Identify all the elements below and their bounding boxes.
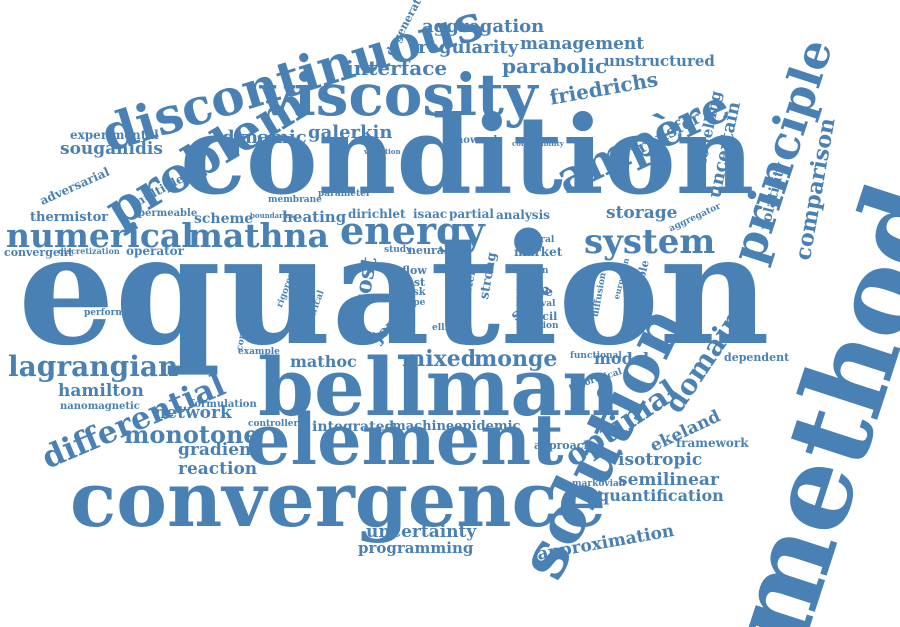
word-performing: performing (84, 308, 142, 318)
word-system: system (584, 222, 716, 262)
word-unstructured: unstructured (604, 52, 715, 70)
word-network: network (154, 403, 232, 423)
word-viscosity: viscosity (260, 61, 538, 129)
word-partial: partial (449, 207, 494, 221)
word-semilinear: semilinear (618, 470, 719, 490)
word-fast: fast (402, 276, 426, 289)
word-isotropic: isotropic (618, 450, 703, 470)
word-compatibility: compatibility (512, 139, 564, 148)
word-numerical: numerical (6, 216, 194, 255)
word-gradient: gradient (178, 440, 260, 460)
word-example: example (238, 347, 280, 357)
word-market: market (514, 245, 563, 259)
word-function: function (516, 321, 559, 331)
word-operator: operator (126, 244, 184, 258)
word-quantification: quantification (598, 486, 724, 505)
word-elliptic: elliptic (432, 323, 468, 333)
word-study: study (384, 245, 412, 255)
word-parameter: parameter (318, 189, 371, 199)
word-mathoc: mathoc (290, 352, 357, 371)
word-dynamic: dynamic (222, 127, 307, 148)
word-machineepidemic: machineepidemic (392, 419, 521, 434)
word-risk: risk (404, 287, 426, 298)
word-valuation: valuation (364, 147, 401, 156)
word-approach: approach (534, 439, 592, 452)
word-equation: equation (18, 200, 770, 379)
word-dirichlet: dirichlet (348, 207, 406, 221)
word-howard: howard (456, 135, 498, 146)
word-neural: neural (408, 244, 449, 257)
word-thermistor: thermistor (30, 210, 109, 225)
word-reaction: reaction (178, 459, 258, 479)
word-storage: storage (606, 203, 678, 223)
word-galerkin: galerkin (308, 122, 393, 143)
word-framework: framework (676, 436, 749, 450)
word-nanomagnetic: nanomagnetic (60, 401, 140, 412)
word-management: management (520, 34, 645, 54)
word-lagrangian: lagrangian (8, 350, 179, 383)
word-boundaries: boundaries (250, 211, 294, 220)
word-membrane: membrane (268, 195, 322, 205)
word-convergence: convergence (70, 455, 607, 544)
word-controller: controller (248, 419, 299, 429)
word-option: option (516, 266, 549, 276)
word-particle: particle (588, 263, 628, 273)
word-general: general (516, 235, 555, 245)
word-aggregation: aggregation (422, 16, 545, 37)
word-markovian: markovian (572, 479, 626, 489)
word-mixed: mixed (402, 346, 477, 372)
word-element: element (246, 398, 564, 481)
word-energy: energy (340, 208, 485, 253)
word-interface: interface (346, 56, 448, 80)
word-formulation: formulation (190, 399, 257, 410)
word-experimental: experimental (70, 128, 159, 142)
word-parabolic: parabolic (502, 54, 608, 78)
word-convergent: convergent (4, 246, 73, 259)
word-stencil: stencil (516, 310, 558, 323)
word-model: model (594, 349, 650, 368)
word-bellman: bellman (258, 340, 621, 434)
word-monotone: monotone (124, 420, 259, 449)
word-regularity: regularity (418, 37, 519, 58)
word-integrated: integrated (312, 419, 395, 435)
word-type: type (404, 298, 426, 308)
word-hamilton: hamilton (58, 381, 144, 401)
word-dependent: dependent (724, 351, 790, 364)
word-heating: heating (282, 208, 347, 226)
word-isaac: isaac (413, 207, 448, 221)
word-flow: flow (402, 264, 427, 277)
word-survival: survival (516, 299, 556, 309)
word-monge: monge (474, 346, 558, 372)
word-permeable: permeable (138, 208, 198, 219)
word-functional: functional (570, 351, 622, 361)
word-uncertainty: uncertainty (366, 522, 477, 542)
word-souganidis: souganidis (60, 139, 163, 159)
word-analysis: analysis (496, 208, 550, 222)
word-mathna: mathna (188, 216, 329, 255)
word-price: price (516, 285, 554, 300)
word-programming: programming (358, 539, 474, 557)
word-condition: condition (180, 93, 755, 219)
word-scheme: scheme (194, 211, 254, 227)
word-discretization: discretization (58, 246, 120, 256)
